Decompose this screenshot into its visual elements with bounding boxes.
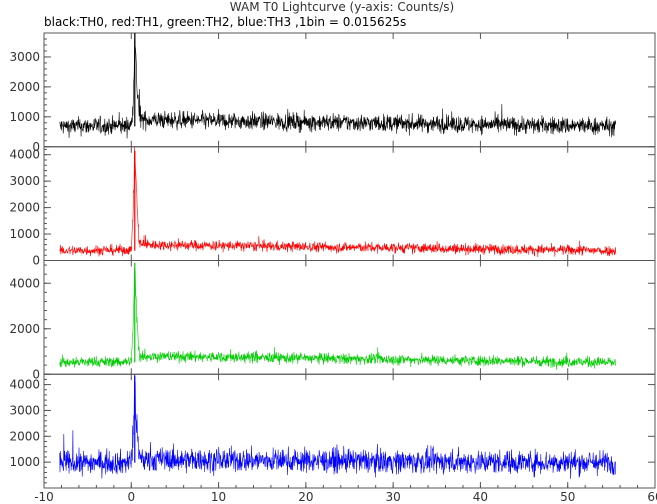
y-tick-label: 3000	[9, 50, 40, 64]
y-tick-label: 0	[32, 254, 40, 268]
x-tick-label: 30	[386, 490, 401, 504]
y-tick-label: 3000	[9, 403, 40, 417]
y-tick-label: 4000	[9, 148, 40, 162]
series-line-th3	[59, 374, 617, 479]
x-tick-label: 20	[298, 490, 313, 504]
y-tick-label: 2000	[9, 322, 40, 336]
panel-th1: 0 1000 2000 3000 4000	[9, 146, 656, 268]
x-tick-label: 40	[473, 490, 488, 504]
y-tick-label: 4000	[9, 378, 40, 392]
panel-th2: 0 2000 4000	[9, 260, 656, 381]
subtitle-part: ,	[230, 15, 238, 29]
x-axis: -10 0 10 20 30 40 50 60	[34, 485, 657, 504]
y-tick-label: 2000	[9, 201, 40, 215]
y-tick-label: 0	[32, 367, 40, 381]
y-tick-label: 1000	[9, 455, 40, 469]
y-tick-label: 2000	[9, 80, 40, 94]
subtitle-part: ,1bin = 0.015625s	[291, 15, 406, 29]
panel-th0: 0 1000 2000 3000	[9, 32, 656, 154]
y-tick-label: 3000	[9, 174, 40, 188]
series-line-th2	[59, 267, 617, 370]
panels: 0100020003000010002000300040000200040001…	[9, 32, 656, 489]
y-tick-label: 1000	[9, 110, 40, 124]
series-line-th1	[59, 146, 617, 258]
chart-title: WAM T0 Lightcurve (y-axis: Counts/s)	[230, 0, 454, 14]
y-tick-label: 0	[32, 140, 40, 154]
y-tick-label: 4000	[9, 276, 40, 290]
panel-th3: 1000 2000 3000 4000	[9, 373, 656, 489]
panel-frame	[43, 146, 656, 261]
subtitle-part: blue:TH3	[237, 15, 291, 29]
subtitle-part: red:TH1	[112, 15, 160, 29]
subtitle-part: ,	[104, 15, 112, 29]
y-tick-label: 1000	[9, 227, 40, 241]
chart-subtitle: black:TH0, red:TH1, green:TH2, blue:TH3 …	[44, 15, 406, 29]
series-line-th0	[59, 33, 617, 139]
x-tick-label: 60	[647, 490, 657, 504]
x-tick-label: 50	[560, 490, 575, 504]
x-tick-label: 10	[211, 490, 226, 504]
subtitle-part: ,	[159, 15, 167, 29]
x-tick-label: -10	[34, 490, 54, 504]
subtitle-part: green:TH2	[167, 15, 230, 29]
subtitle-part: black:TH0	[44, 15, 104, 29]
x-tick-label: 0	[127, 490, 135, 504]
y-tick-label: 2000	[9, 429, 40, 443]
